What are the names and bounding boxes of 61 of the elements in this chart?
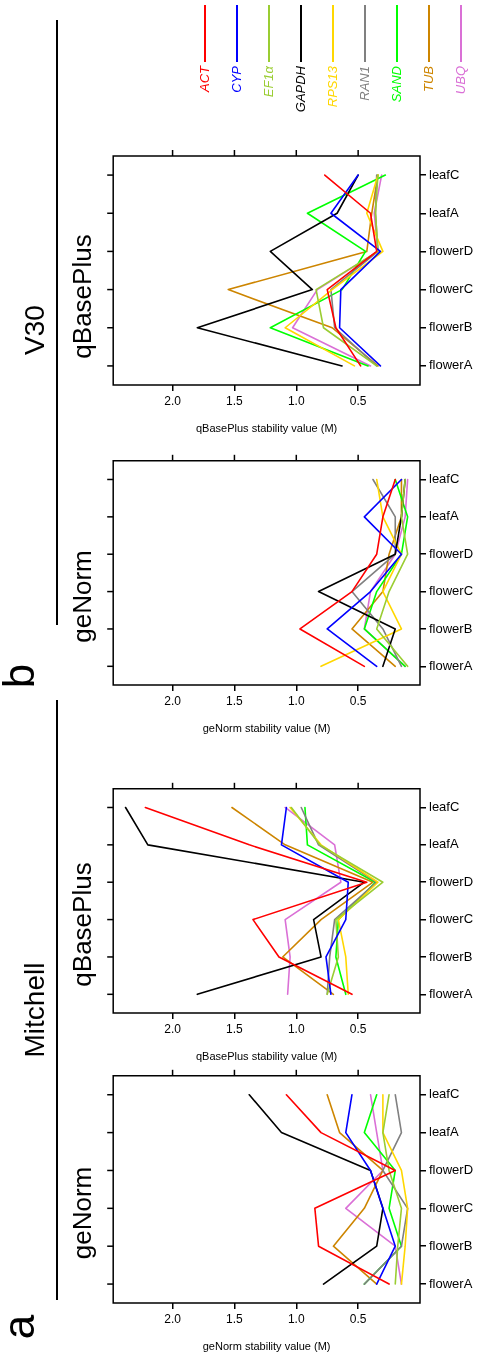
x-tick-label: 2.0 <box>164 393 182 408</box>
y-tick-label: flowerD <box>429 545 474 561</box>
y-tick-label: flowerD <box>429 1162 474 1178</box>
text: CYP <box>228 65 244 93</box>
x-tick-label: 2.0 <box>164 693 182 708</box>
y-tick-label: leafA <box>429 836 459 852</box>
y-tick-label: flowerD <box>429 873 474 889</box>
x-tick-label: 1.0 <box>287 693 305 708</box>
x-tick-label: 1.0 <box>287 1021 305 1036</box>
y-tick-label: flowerC <box>429 911 474 927</box>
text: V30 <box>18 305 50 355</box>
y-tick-label: flowerC <box>429 583 474 599</box>
text: RAN1 <box>356 66 372 101</box>
text: geNorm <box>66 1166 97 1260</box>
text: qBasePlus <box>66 862 97 987</box>
y-tick-label: flowerB <box>429 1237 473 1253</box>
x-axis-title: geNorm stability value (M) <box>202 722 331 735</box>
x-axis-title: qBasePlus stability value (M) <box>195 1050 338 1063</box>
y-tick-label: leafC <box>429 471 460 487</box>
text: geNorm <box>66 550 97 643</box>
x-tick-label: 1.5 <box>226 393 244 408</box>
x-axis-title: qBasePlus stability value (M) <box>195 422 338 435</box>
text: qBasePlus <box>66 234 97 359</box>
x-tick-label: 2.0 <box>164 1021 182 1036</box>
x-tick-label: 0.5 <box>349 1021 367 1036</box>
text: UBQ <box>452 66 468 95</box>
y-tick-label: leafC <box>429 166 460 182</box>
y-tick-label: flowerA <box>429 657 473 673</box>
y-tick-label: leafC <box>429 1086 460 1102</box>
x-tick-label: 2.0 <box>164 1311 182 1326</box>
x-tick-label: 0.5 <box>349 1311 367 1326</box>
text: RPS13 <box>324 65 340 108</box>
y-tick-label: flowerB <box>429 948 473 964</box>
text: b <box>0 663 44 689</box>
text: Mitchell <box>18 962 50 1058</box>
text: GAPDH <box>292 65 308 113</box>
x-tick-label: 0.5 <box>349 693 367 708</box>
y-tick-label: leafA <box>429 1124 459 1140</box>
y-tick-label: flowerB <box>429 620 473 636</box>
y-tick-label: flowerD <box>429 242 474 258</box>
y-tick-label: flowerA <box>429 985 473 1001</box>
y-tick-label: flowerB <box>429 319 473 335</box>
x-tick-label: 1.0 <box>287 393 305 408</box>
y-tick-label: leafA <box>429 204 459 220</box>
x-axis-title: geNorm stability value (M) <box>202 1340 331 1353</box>
y-tick-label: flowerC <box>429 281 474 297</box>
y-tick-label: leafC <box>429 799 460 815</box>
x-tick-label: 1.5 <box>226 693 244 708</box>
x-tick-label: 1.5 <box>226 1311 244 1326</box>
text: a <box>0 1314 44 1340</box>
y-tick-label: flowerA <box>429 357 473 373</box>
x-tick-label: 1.0 <box>287 1311 305 1326</box>
x-tick-label: 1.5 <box>226 1021 244 1036</box>
x-tick-label: 0.5 <box>349 393 367 408</box>
y-tick-label: flowerA <box>429 1275 473 1291</box>
text: TUB <box>420 65 436 92</box>
text: ACT <box>196 64 212 93</box>
y-tick-label: leafA <box>429 508 459 524</box>
text: EF1α <box>260 65 276 98</box>
text: SAND <box>388 66 404 103</box>
y-tick-label: flowerC <box>429 1199 474 1215</box>
